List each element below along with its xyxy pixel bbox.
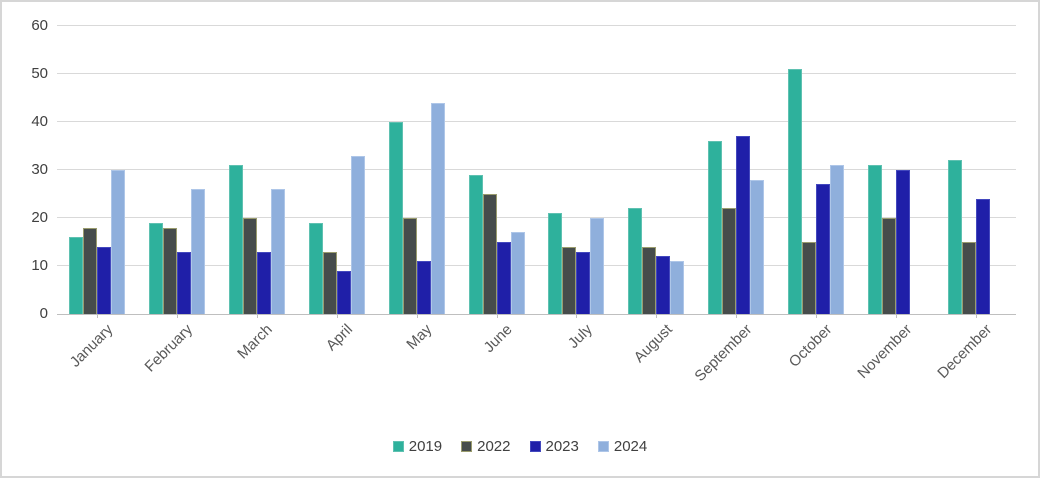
legend-swatch-icon <box>529 441 541 452</box>
bar-2024-june <box>510 232 525 314</box>
bar-2022-july <box>562 246 577 314</box>
x-axis-tick <box>176 315 178 318</box>
bar-2019-september <box>708 141 723 314</box>
bar-2022-april <box>322 251 337 314</box>
y-axis-tick-label: 40 <box>31 113 48 130</box>
bar-2019-april <box>308 222 323 314</box>
bar-2024-february <box>190 189 205 314</box>
x-axis-line <box>57 314 1016 315</box>
x-axis-tick <box>576 315 578 318</box>
bar-2023-november <box>896 170 911 314</box>
y-axis-tick-label: 60 <box>31 17 48 34</box>
x-axis-tick <box>816 315 818 318</box>
bar-2023-august <box>656 256 671 314</box>
chart-legend: 2019 2022 2023 2024 <box>2 439 1038 454</box>
gridline-30 <box>57 169 1016 170</box>
bar-2022-january <box>82 227 97 314</box>
legend-swatch-icon <box>392 441 404 452</box>
bar-2022-september <box>722 208 737 314</box>
gridline-60 <box>57 25 1016 26</box>
bar-2019-july <box>548 213 563 314</box>
bar-2022-february <box>162 227 177 314</box>
bar-2023-april <box>336 270 351 314</box>
bar-2024-september <box>750 179 765 314</box>
bar-2023-october <box>816 184 831 314</box>
legend-swatch-icon <box>597 441 609 452</box>
bar-2024-january <box>110 170 125 314</box>
gridline-10 <box>57 265 1016 266</box>
gridline-50 <box>57 73 1016 74</box>
bar-2024-march <box>270 189 285 314</box>
x-axis-tick <box>736 315 738 318</box>
legend-item-2022: 2022 <box>461 438 511 455</box>
y-axis-tick-label: 10 <box>31 257 48 274</box>
bar-2024-april <box>350 155 365 314</box>
legend-swatch-icon <box>461 441 473 452</box>
y-axis-tick-label: 50 <box>31 65 48 82</box>
legend-label: 2022 <box>477 438 511 455</box>
bar-2023-january <box>96 246 111 314</box>
bar-2019-october <box>788 69 803 314</box>
bar-2019-august <box>628 208 643 314</box>
bar-2022-november <box>882 218 897 314</box>
legend-item-2024: 2024 <box>597 438 648 455</box>
bar-2023-may <box>416 261 431 314</box>
bar-2023-december <box>976 198 991 314</box>
y-axis-tick-label: 30 <box>31 161 48 178</box>
bar-2022-june <box>482 194 497 314</box>
bar-2022-december <box>962 242 977 314</box>
x-axis-tick <box>256 315 258 318</box>
bar-2019-may <box>388 122 403 314</box>
bar-2022-march <box>242 218 257 314</box>
bar-2022-october <box>802 242 817 314</box>
bar-2023-july <box>576 251 591 314</box>
x-axis-tick <box>336 315 338 318</box>
bar-2019-january <box>68 237 83 314</box>
bar-2022-may <box>402 218 417 314</box>
x-axis-tick <box>416 315 418 318</box>
bar-2024-october <box>830 165 845 314</box>
bar-2019-march <box>228 165 243 314</box>
legend-label: 2023 <box>545 438 579 455</box>
bar-2019-june <box>468 174 483 314</box>
bar-2023-february <box>176 251 191 314</box>
gridline-40 <box>57 121 1016 122</box>
x-axis-tick <box>496 315 498 318</box>
bar-2024-july <box>590 218 605 314</box>
x-axis-tick <box>976 315 978 318</box>
bar-2019-november <box>868 165 883 314</box>
bar-2023-september <box>736 136 751 314</box>
bar-2023-june <box>496 242 511 314</box>
y-axis-tick-label: 0 <box>39 305 48 322</box>
bar-2022-august <box>642 246 657 314</box>
x-axis-tick <box>896 315 898 318</box>
legend-item-2019: 2019 <box>392 438 443 455</box>
gridline-20 <box>57 217 1016 218</box>
x-axis-tick <box>656 315 658 318</box>
bar-2024-august <box>670 261 685 314</box>
y-axis-tick-label: 20 <box>31 209 48 226</box>
bar-2024-may <box>430 102 445 314</box>
bar-2019-december <box>948 160 963 314</box>
legend-label: 2024 <box>613 438 648 455</box>
legend-item-2023: 2023 <box>529 438 579 455</box>
bar-2023-march <box>256 251 271 314</box>
legend-label: 2019 <box>408 438 443 455</box>
bar-2019-february <box>148 222 163 314</box>
x-axis-tick <box>96 315 98 318</box>
